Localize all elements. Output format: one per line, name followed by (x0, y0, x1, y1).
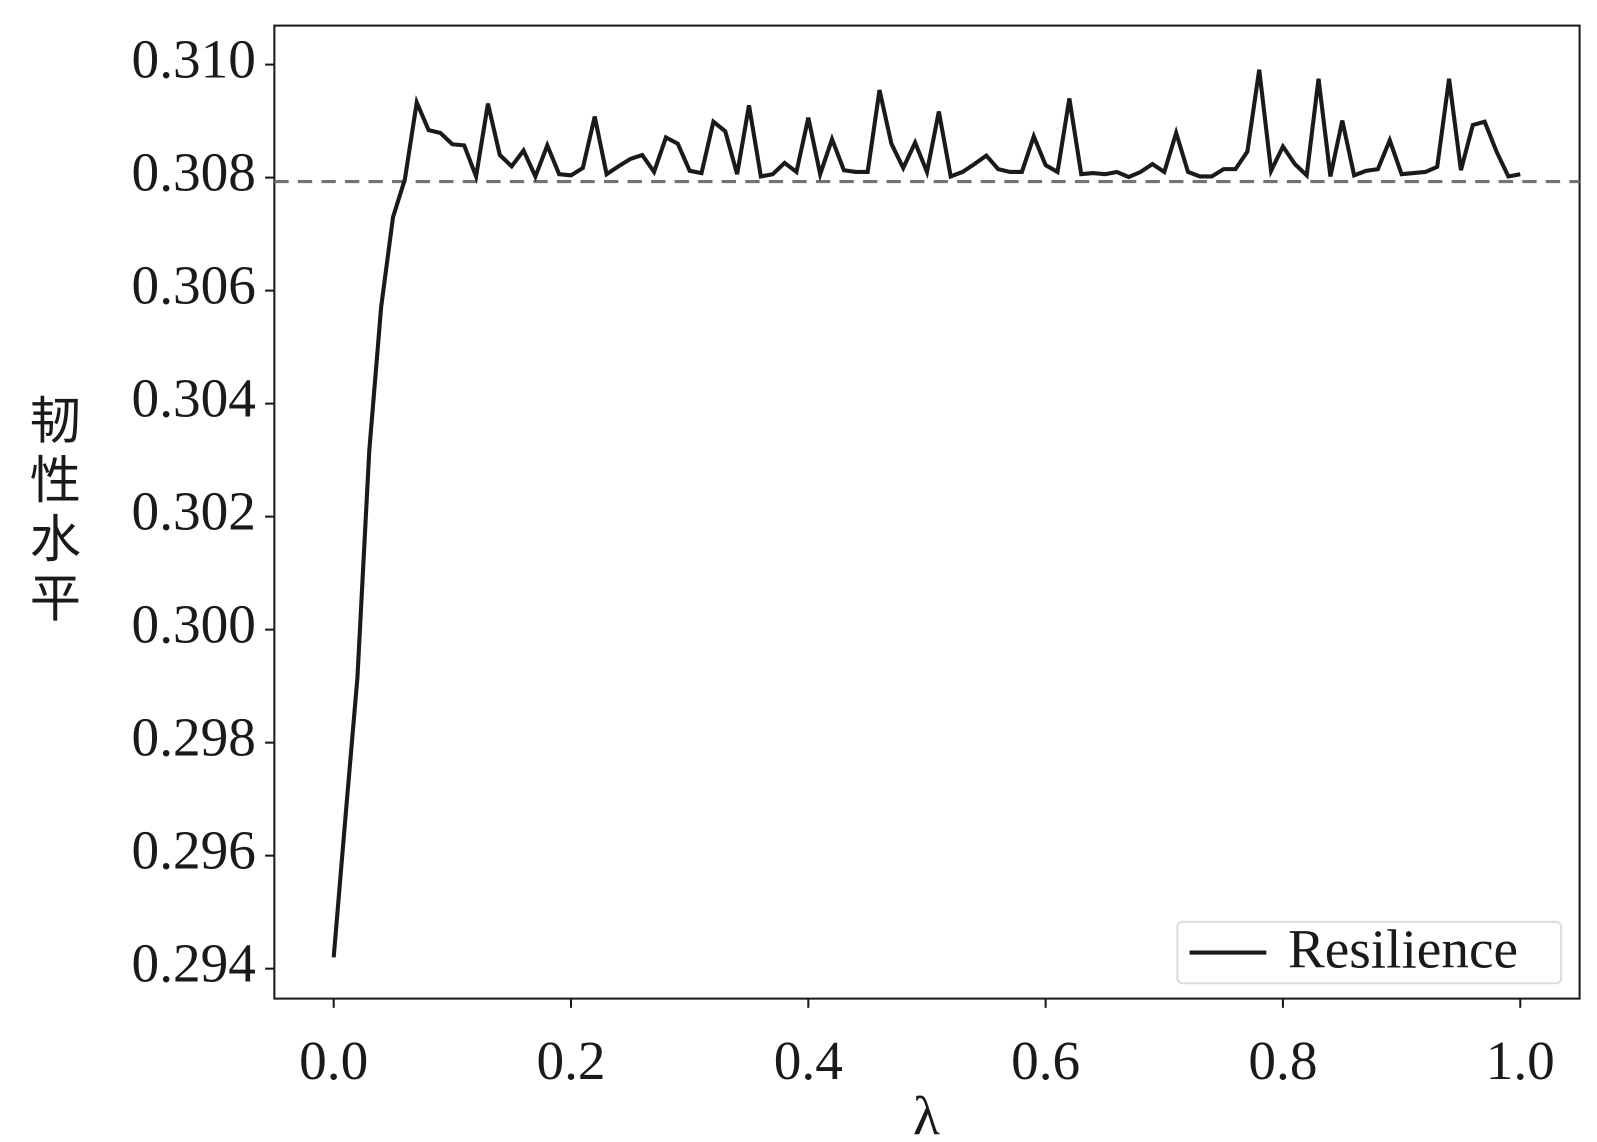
x-tick-label: 0.6 (1011, 1030, 1080, 1091)
y-tick-label: 0.304 (132, 367, 256, 428)
x-tick-label: 0.4 (774, 1030, 843, 1091)
x-tick-label: 0.8 (1248, 1030, 1317, 1091)
y-tick-label: 0.302 (132, 480, 256, 541)
data-line (331, 69, 1521, 958)
x-tick-label: 0.2 (536, 1030, 605, 1091)
y-tick-label: 0.300 (132, 593, 256, 654)
x-tick-label: 0.0 (299, 1030, 368, 1091)
legend-box (1176, 920, 1563, 985)
y-tick-label: 0.296 (132, 819, 256, 880)
x-tick-label: 1.0 (1486, 1030, 1555, 1091)
y-axis-label: 韧性水平 (21, 393, 80, 631)
y-tick-label: 0.298 (132, 706, 256, 767)
y-tick-label: 0.306 (132, 254, 256, 315)
y-tick-label: 0.294 (132, 932, 256, 993)
y-tick-label: 0.310 (132, 28, 256, 89)
y-tick-label: 0.308 (132, 141, 256, 202)
plot-frame (273, 24, 1581, 1000)
legend-label: Resilience (1288, 918, 1518, 979)
x-axis-label: λ (913, 1085, 940, 1142)
